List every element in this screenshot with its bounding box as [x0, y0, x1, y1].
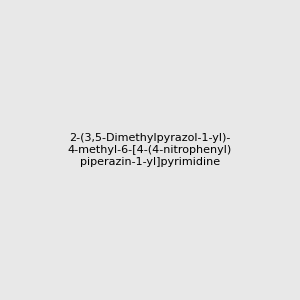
Text: 2-(3,5-Dimethylpyrazol-1-yl)-
4-methyl-6-[4-(4-nitrophenyl)
piperazin-1-yl]pyrim: 2-(3,5-Dimethylpyrazol-1-yl)- 4-methyl-6…: [68, 134, 232, 166]
